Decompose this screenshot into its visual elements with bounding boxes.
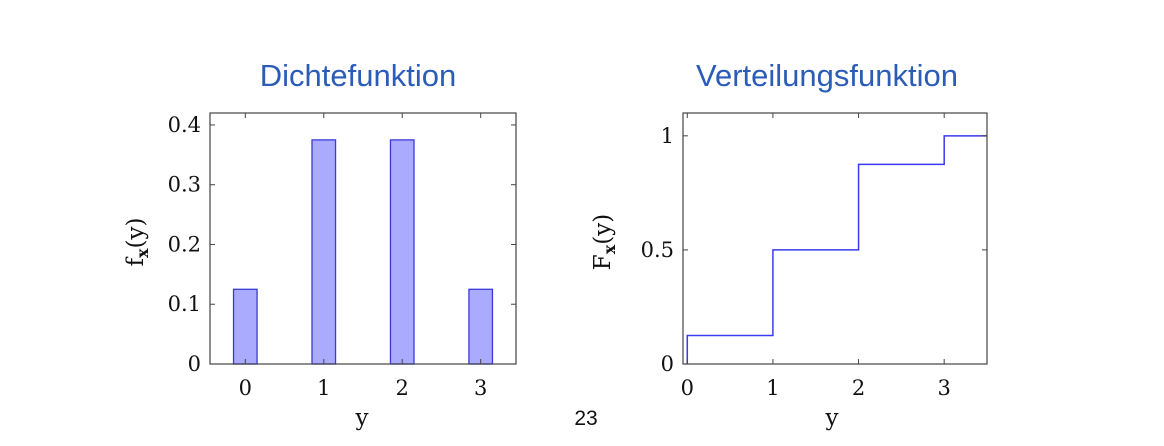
distribution-ytick-label: 0.5 [641,238,674,262]
density-xtick-label: 3 [474,376,487,400]
density-x-axis-label: y [355,405,369,431]
density-ytick-label: 0.3 [168,173,201,197]
distribution-chart-title: Verteilungsfunktion [696,58,958,93]
distribution-y-label-sub: x [600,244,619,254]
density-ytick-label: 0.1 [168,292,201,316]
density-axes-frame [209,112,517,365]
distribution-step-line [686,135,987,364]
density-y-label-main: f [123,257,149,267]
density-chart-title: Dichtefunktion [260,58,456,93]
density-y-label-arg: (y) [123,217,149,248]
distribution-xtick-label: 1 [766,376,779,400]
density-y-label-sub: x [133,248,152,258]
density-plot-area: 0 0.1 0.2 0.3 0.4 0 1 2 3 [168,112,517,400]
distribution-y-axis-label: Fx(y) [590,214,619,270]
distribution-chart: Verteilungsfunktion 0 0.5 1 0 1 2 3 y Fx(y) [590,58,988,431]
density-ytick-label: 0 [188,352,201,376]
density-chart: Dichtefunktion 0 0.1 0.2 0.3 0.4 0 1 2 3 y fx(y) [123,58,517,431]
distribution-xtick-label: 0 [681,376,694,400]
density-xtick-label: 0 [239,376,252,400]
density-bar-1 [311,139,337,365]
density-xtick-label: 2 [396,376,409,400]
density-bar-0 [232,288,258,365]
distribution-x-axis-label: y [825,405,839,431]
distribution-y-label-main: F [590,254,616,270]
distribution-plot-area: 0 0.5 1 0 1 2 3 [641,112,988,400]
density-ytick-label: 0.4 [168,113,201,137]
density-bar-2 [389,139,415,365]
page-number: 23 [574,407,597,430]
distribution-ytick-label: 0 [661,352,674,376]
distribution-axes-frame [682,112,988,365]
distribution-y-label-arg: (y) [590,214,616,245]
distribution-xtick-label: 3 [937,376,950,400]
distribution-ytick-label: 1 [661,124,674,148]
density-bar-3 [468,288,494,365]
distribution-xtick-label: 2 [852,376,865,400]
density-y-axis-label: fx(y) [123,217,152,266]
density-ytick-label: 0.2 [168,232,201,256]
density-xtick-label: 1 [317,376,330,400]
